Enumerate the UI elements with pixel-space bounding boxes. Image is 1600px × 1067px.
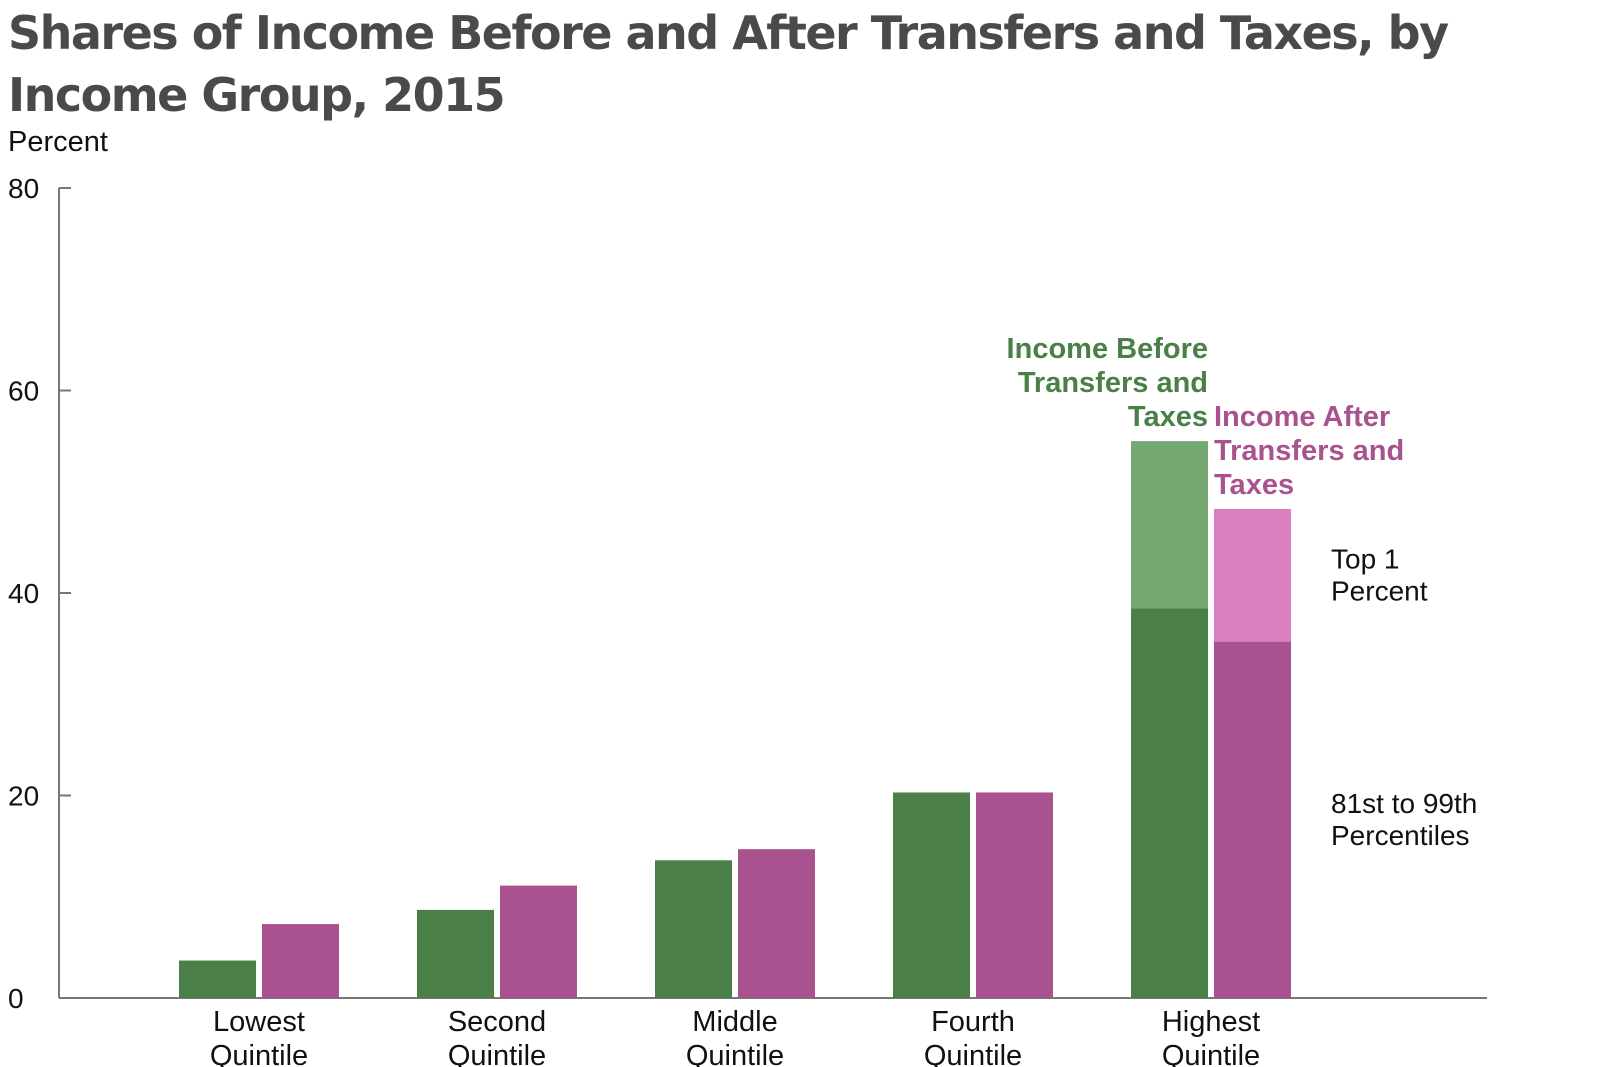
x-tick-label: Quintile	[210, 1040, 308, 1067]
bar	[417, 909, 494, 998]
bar	[500, 885, 577, 998]
bar	[738, 849, 815, 998]
x-tick-label: Quintile	[686, 1040, 784, 1067]
bar	[179, 960, 256, 998]
bar	[655, 860, 732, 998]
y-tick-label: 20	[8, 781, 39, 812]
bar	[976, 792, 1053, 998]
bar	[893, 792, 970, 998]
series-label-after: Taxes	[1214, 469, 1294, 501]
series-label-before: Transfers and	[1018, 367, 1208, 399]
x-tick-label: Quintile	[448, 1040, 546, 1067]
x-tick-label: Middle	[692, 1006, 777, 1038]
x-tick-label: Quintile	[1162, 1040, 1260, 1067]
y-tick-label: 40	[8, 578, 39, 609]
x-tick-label: Second	[448, 1006, 546, 1038]
x-tick-label: Fourth	[931, 1006, 1015, 1038]
series-label-after: Income After	[1214, 401, 1390, 433]
bar-segment-81st-to-99th	[1214, 641, 1291, 998]
segment-label-81st-to-99th: 81st to 99th	[1331, 788, 1477, 819]
chart-title: Shares of Income Before and After Transf…	[8, 6, 1449, 122]
y-axis-label: Percent	[8, 126, 108, 158]
y-tick-label: 60	[8, 376, 39, 407]
bar-segment-top-1-percent	[1131, 441, 1208, 609]
segment-label-81st-to-99th: Percentiles	[1331, 820, 1470, 851]
bar-segment-top-1-percent	[1214, 508, 1291, 642]
series-label-before: Income Before	[1007, 333, 1208, 365]
bar-segment-81st-to-99th	[1131, 608, 1208, 998]
series-label-before: Taxes	[1128, 401, 1208, 433]
series-label-after: Transfers and	[1214, 435, 1404, 467]
y-tick-label: 0	[8, 983, 24, 1014]
bar	[262, 924, 339, 998]
x-tick-label: Lowest	[213, 1006, 305, 1038]
x-tick-label: Quintile	[924, 1040, 1022, 1067]
y-tick-label: 80	[8, 173, 39, 204]
segment-label-top-1-percent: Top 1	[1331, 543, 1400, 574]
x-tick-label: Highest	[1162, 1006, 1260, 1038]
segment-label-top-1-percent: Percent	[1331, 575, 1428, 606]
